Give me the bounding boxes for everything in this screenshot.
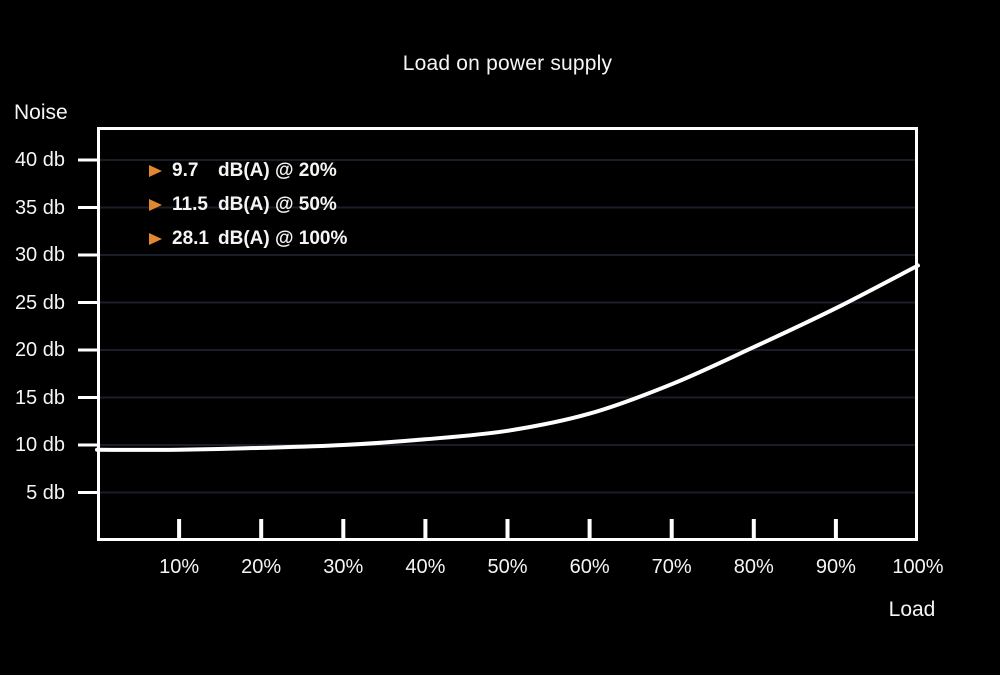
x-axis-tick-label: 90% <box>815 556 856 578</box>
legend: 9.7 dB(A) @ 20% 11.5 dB(A) @ 50% 28.1 dB… <box>149 158 347 260</box>
legend-item: 28.1 dB(A) @ 100% <box>149 226 347 252</box>
triangle-marker-icon <box>149 233 162 245</box>
y-axis-tick-label: 40 db <box>14 149 65 171</box>
x-axis-tick-label: 40% <box>405 556 446 578</box>
plot-border <box>97 127 918 541</box>
triangle-marker-icon <box>149 165 162 177</box>
x-axis-tick-label: 30% <box>323 556 364 578</box>
x-axis-tick-label: 10% <box>159 556 200 578</box>
y-axis-tick-label: 10 db <box>14 434 65 456</box>
y-axis-title: Noise <box>14 101 68 124</box>
legend-item: 11.5 dB(A) @ 50% <box>149 192 347 218</box>
x-axis-tick-label: 80% <box>733 556 774 578</box>
chart-title: Load on power supply <box>402 52 613 75</box>
y-axis-tick-label: 25 db <box>14 291 65 314</box>
x-axis-tick-label: 50% <box>487 556 528 578</box>
legend-item: 9.7 dB(A) @ 20% <box>149 158 347 184</box>
x-axis-tick-label: 20% <box>241 556 282 578</box>
legend-value: 11.5 <box>172 194 208 215</box>
y-axis-tick-label: 5 db <box>26 481 65 504</box>
legend-label: dB(A) @ 100% <box>218 228 348 249</box>
legend-label: dB(A) @ 50% <box>218 194 337 215</box>
triangle-marker-icon <box>149 199 162 211</box>
y-axis-tick-label: 30 db <box>14 244 65 266</box>
x-axis-tick-label: 70% <box>651 556 692 578</box>
legend-label: dB(A) @ 20% <box>218 160 337 181</box>
x-axis-tick-label: 60% <box>569 556 610 578</box>
y-axis-tick-label: 20 db <box>14 339 65 361</box>
noise-curve <box>95 263 920 452</box>
legend-value: 9.7 <box>172 160 199 181</box>
legend-value: 28.1 <box>172 228 209 249</box>
y-axis-tick-label: 15 db <box>14 386 65 409</box>
y-axis-tick-label: 35 db <box>14 196 65 219</box>
x-axis-tick-label: 100% <box>892 556 944 578</box>
x-axis-title: Load <box>888 598 936 621</box>
